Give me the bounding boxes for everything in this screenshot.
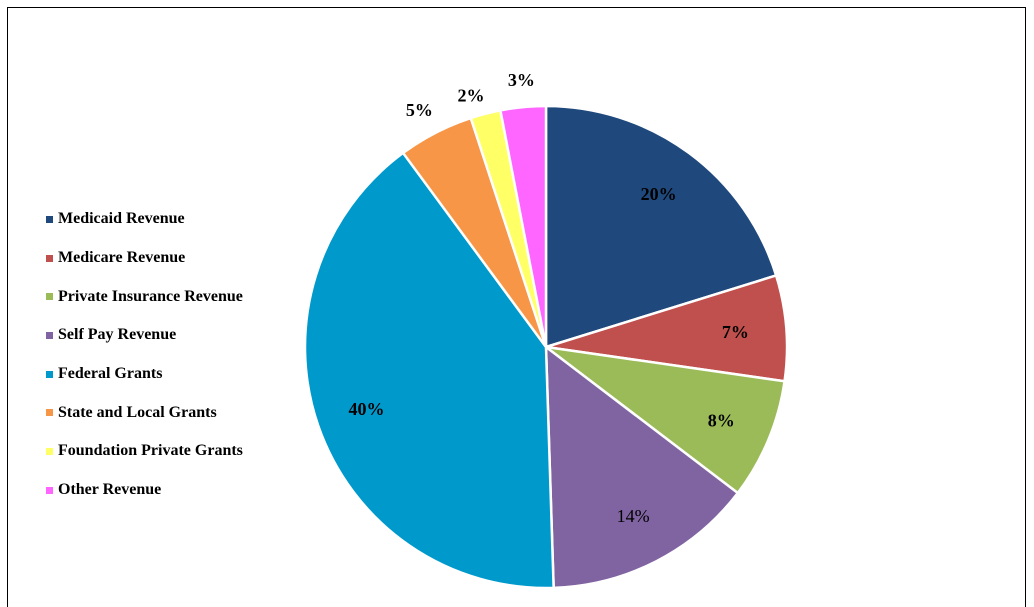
legend-swatch bbox=[46, 486, 53, 494]
slice-label: 2% bbox=[457, 85, 484, 105]
slice-label: 40% bbox=[348, 399, 384, 419]
legend-label: Medicaid Revenue bbox=[58, 210, 185, 228]
legend-label: Other Revenue bbox=[58, 481, 162, 499]
legend-item: Federal Grants bbox=[46, 355, 243, 394]
legend-item: Medicare Revenue bbox=[46, 239, 243, 278]
slice-label: 20% bbox=[641, 184, 677, 204]
legend-item: Self Pay Revenue bbox=[46, 316, 243, 355]
pie-slice bbox=[544, 104, 778, 349]
chart-frame bbox=[7, 7, 1026, 607]
legend-item: Medicaid Revenue bbox=[46, 200, 243, 239]
legend-item: Other Revenue bbox=[46, 471, 243, 510]
pie-slice bbox=[498, 104, 548, 348]
legend-label: Foundation Private Grants bbox=[58, 442, 243, 460]
legend-swatch bbox=[46, 215, 53, 223]
legend-label: State and Local Grants bbox=[58, 403, 217, 421]
legend-label: Private Insurance Revenue bbox=[58, 287, 243, 305]
pie-slice bbox=[303, 151, 555, 590]
legend-label: Federal Grants bbox=[58, 365, 163, 383]
legend-swatch bbox=[46, 331, 53, 339]
legend: Medicaid Revenue Medicare Revenue Private … bbox=[46, 200, 243, 510]
legend-item: State and Local Grants bbox=[46, 393, 243, 432]
legend-label: Medicare Revenue bbox=[58, 249, 186, 267]
pie-slice bbox=[544, 344, 740, 590]
legend-swatch bbox=[46, 409, 53, 417]
slice-label: 7% bbox=[722, 322, 749, 342]
legend-item: Private Insurance Revenue bbox=[46, 277, 243, 316]
legend-swatch bbox=[46, 370, 53, 378]
slice-label: 5% bbox=[406, 100, 433, 120]
legend-label: Self Pay Revenue bbox=[58, 326, 177, 344]
legend-swatch bbox=[46, 293, 53, 301]
pie-slice bbox=[541, 345, 786, 495]
legend-swatch bbox=[46, 254, 53, 262]
legend-item: Foundation Private Grants bbox=[46, 432, 243, 471]
legend-swatch bbox=[46, 447, 53, 455]
slice-label: 14% bbox=[617, 506, 650, 526]
slice-label: 3% bbox=[508, 70, 535, 90]
slice-label: 8% bbox=[708, 410, 735, 430]
